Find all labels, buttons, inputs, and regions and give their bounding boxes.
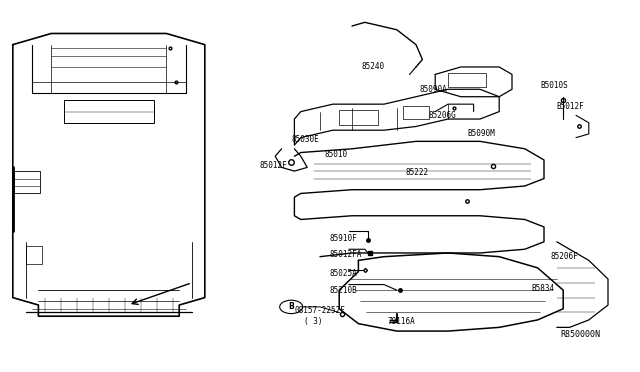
Text: 85090A: 85090A	[419, 85, 447, 94]
Text: 79116A: 79116A	[387, 317, 415, 326]
Text: 85206F: 85206F	[550, 252, 578, 261]
Bar	[403, 106, 429, 119]
Text: 85030E: 85030E	[291, 135, 319, 144]
Bar	[448, 73, 486, 87]
Text: 85206G: 85206G	[429, 111, 456, 120]
Text: B5834: B5834	[531, 284, 554, 293]
Text: 85210B: 85210B	[330, 286, 357, 295]
Text: 85010: 85010	[324, 150, 348, 159]
Bar	[339, 110, 378, 125]
Text: 85910F: 85910F	[330, 234, 357, 243]
Bar	[14, 171, 40, 193]
Bar	[26, 246, 42, 264]
Bar	[64, 100, 154, 123]
Text: ( 3): ( 3)	[304, 317, 323, 326]
Text: R850000N: R850000N	[560, 330, 600, 339]
Text: 85025A: 85025A	[330, 269, 357, 278]
Text: 85240: 85240	[362, 62, 385, 71]
Text: 85222: 85222	[405, 169, 428, 177]
Text: B: B	[289, 302, 294, 311]
Text: 85012F: 85012F	[259, 161, 287, 170]
Text: 85012FA: 85012FA	[330, 250, 362, 259]
Text: B5010S: B5010S	[541, 81, 568, 90]
Text: B5090M: B5090M	[467, 129, 495, 138]
Text: 08157-2252F: 08157-2252F	[294, 306, 345, 315]
Text: B5012F: B5012F	[557, 102, 584, 110]
